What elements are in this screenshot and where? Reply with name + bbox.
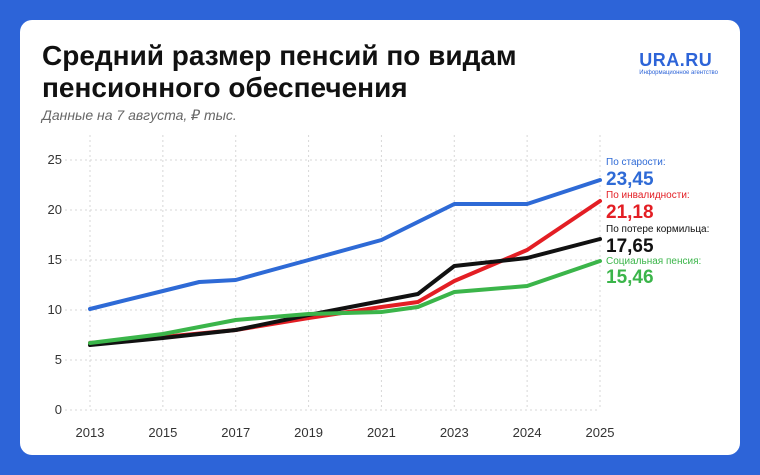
chart-card: Средний размер пенсий по видам пенсионно… [20,20,740,455]
series-line-3 [88,237,602,347]
series-value-label: 15,46 [606,267,654,288]
x-tick-label: 2021 [367,425,396,440]
x-tick-label: 2013 [76,425,105,440]
x-tick-label: 2017 [221,425,250,440]
x-tick-label: 2023 [440,425,469,440]
y-tick-label: 10 [48,302,62,317]
logo-name: URA.RU [639,50,713,70]
y-tick-label: 5 [55,352,62,367]
series-name-label: По старости: [606,157,666,168]
logo-tagline: Информационное агентство [639,70,718,76]
series-line-2 [88,199,602,345]
x-tick-label: 2024 [513,425,542,440]
series-name-label: По потере кормильца: [606,224,709,235]
y-tick-label: 15 [48,252,62,267]
series-name-label: Социальная пенсия: [606,256,701,267]
series-name-label: По инвалидности: [606,190,690,201]
series-line-1 [88,178,602,311]
y-tick-label: 0 [55,402,62,417]
x-tick-label: 2025 [586,425,615,440]
y-tick-label: 25 [48,152,62,167]
y-tick-label: 20 [48,202,62,217]
ura-logo[interactable]: URA.RU Информационное агентство [639,50,718,76]
series-line-4 [88,259,602,345]
chart-title: Средний размер пенсий по видам пенсионно… [42,40,517,103]
series-value-label: 23,45 [606,169,654,190]
chart-subtitle: Данные на 7 августа, ₽ тыс. [42,107,237,123]
x-tick-label: 2019 [294,425,323,440]
x-tick-label: 2015 [148,425,177,440]
series-value-label: 21,18 [606,202,654,223]
series-value-label: 17,65 [606,236,654,257]
